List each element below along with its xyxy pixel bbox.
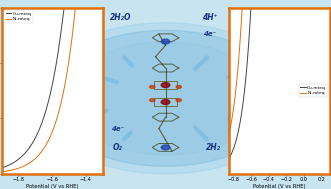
Text: 2H₂: 2H₂ bbox=[206, 143, 221, 152]
Circle shape bbox=[161, 39, 170, 44]
Ni-mteq bbox=[227, 132, 231, 135]
Circle shape bbox=[161, 83, 170, 88]
Ni-mteq bbox=[240, 6, 244, 9]
Circle shape bbox=[176, 85, 181, 88]
Text: 4e⁻: 4e⁻ bbox=[204, 31, 217, 37]
Polygon shape bbox=[66, 42, 265, 155]
Ni-mteq bbox=[73, 6, 77, 9]
Ni-mteq bbox=[72, 15, 76, 17]
Ni-mteq bbox=[12, 168, 16, 171]
Line: Cu-mteq: Cu-mteq bbox=[2, 8, 103, 168]
Circle shape bbox=[176, 99, 181, 102]
Cu-mteq bbox=[291, 6, 295, 9]
Cu-mteq bbox=[249, 6, 253, 9]
Polygon shape bbox=[46, 30, 285, 166]
Ni-mteq bbox=[63, 82, 67, 84]
Ni-mteq bbox=[267, 6, 271, 9]
Line: Ni-mteq: Ni-mteq bbox=[229, 8, 330, 134]
Circle shape bbox=[150, 85, 155, 88]
Cu-mteq bbox=[73, 6, 77, 9]
Cu-mteq bbox=[64, 6, 68, 9]
Cu-mteq bbox=[267, 6, 271, 9]
Cu-mteq bbox=[239, 115, 243, 117]
Text: O₂: O₂ bbox=[113, 143, 122, 152]
Cu-mteq bbox=[32, 138, 36, 140]
Cu-mteq bbox=[227, 157, 231, 160]
Cu-mteq bbox=[0, 167, 4, 169]
Cu-mteq bbox=[300, 6, 304, 9]
Text: 4e⁻: 4e⁻ bbox=[111, 125, 124, 132]
Cu-mteq bbox=[301, 6, 305, 9]
Circle shape bbox=[161, 145, 170, 150]
Cu-mteq bbox=[62, 6, 66, 9]
Ni-mteq bbox=[32, 158, 36, 160]
Circle shape bbox=[150, 99, 155, 102]
Polygon shape bbox=[33, 23, 298, 174]
Ni-mteq bbox=[101, 6, 105, 9]
Line: Ni-mteq: Ni-mteq bbox=[2, 8, 103, 172]
Ni-mteq bbox=[291, 6, 295, 9]
Cu-mteq bbox=[73, 6, 77, 9]
Text: 2H₂O: 2H₂O bbox=[110, 12, 131, 22]
Text: 4H⁺: 4H⁺ bbox=[202, 12, 218, 22]
Line: Cu-mteq: Cu-mteq bbox=[229, 8, 330, 158]
Cu-mteq bbox=[40, 122, 44, 125]
Cu-mteq bbox=[328, 6, 331, 9]
Cu-mteq bbox=[260, 6, 264, 9]
Cu-mteq bbox=[12, 161, 16, 164]
Ni-mteq bbox=[73, 10, 77, 12]
X-axis label: Potential (V vs RHE): Potential (V vs RHE) bbox=[253, 184, 306, 189]
Ni-mteq bbox=[328, 6, 331, 9]
Circle shape bbox=[161, 100, 170, 105]
X-axis label: Potential (V vs RHE): Potential (V vs RHE) bbox=[26, 184, 78, 189]
Ni-mteq bbox=[40, 150, 44, 153]
Ni-mteq bbox=[239, 23, 243, 25]
Cu-mteq bbox=[101, 6, 105, 9]
Ni-mteq bbox=[0, 171, 4, 173]
Ni-mteq bbox=[301, 6, 305, 9]
Legend: Cu-mteq, Ni-mteq: Cu-mteq, Ni-mteq bbox=[299, 84, 328, 97]
Ni-mteq bbox=[300, 6, 304, 9]
Ni-mteq bbox=[260, 6, 264, 9]
Legend: Cu-mteq, Ni-mteq: Cu-mteq, Ni-mteq bbox=[4, 10, 33, 23]
